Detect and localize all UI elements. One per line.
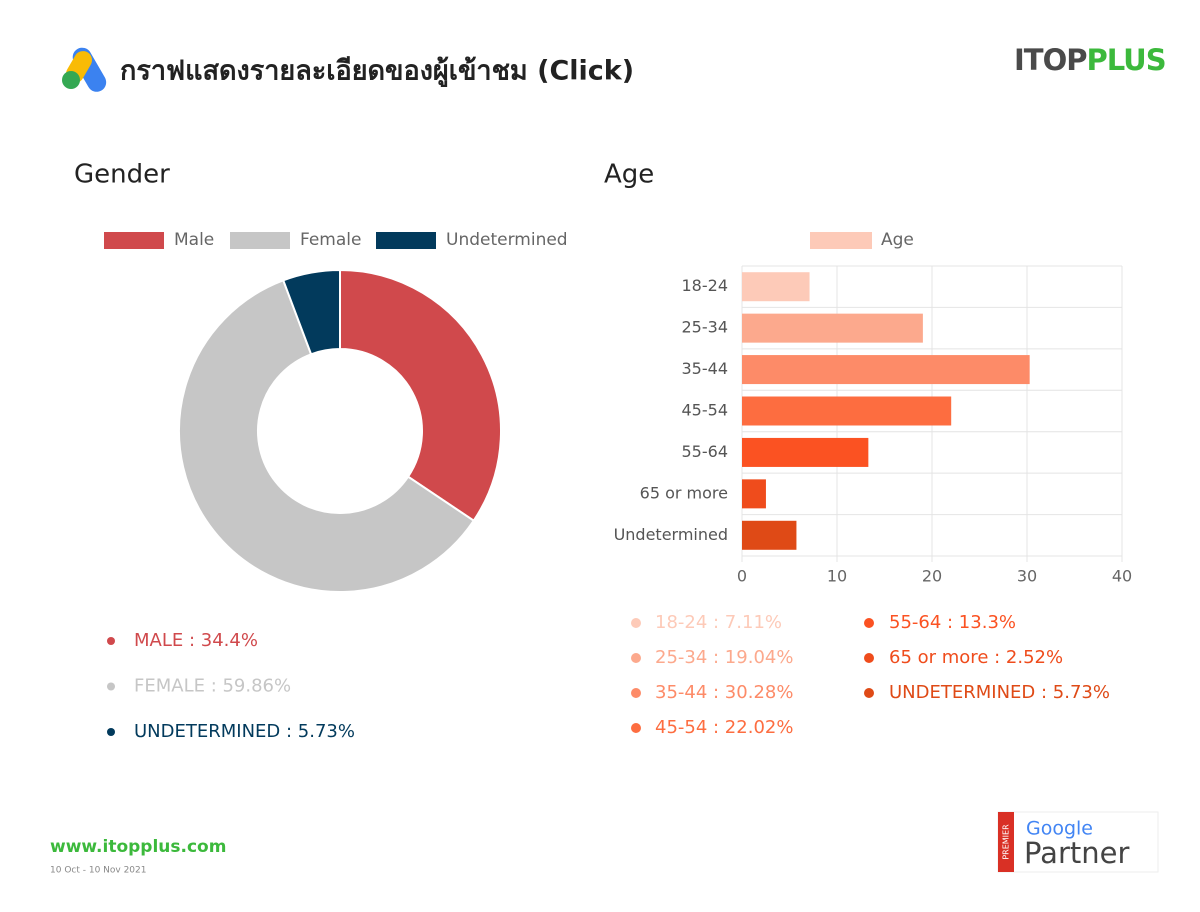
x-tick-label: 0: [737, 567, 747, 586]
y-tick-label: 18-24: [682, 276, 729, 295]
x-tick-label: 20: [922, 567, 942, 586]
donut-slice: [339, 268, 502, 523]
summary-label: UNDETERMINED : 5.73%: [134, 721, 355, 742]
partner-badge: PREMIER Google Partner: [997, 811, 1159, 873]
bar: [742, 396, 952, 426]
bar: [742, 437, 869, 467]
y-tick-label: Undetermined: [614, 525, 728, 544]
y-tick-label: 55-64: [682, 442, 729, 461]
summary-label: 45-54 : 22.02%: [655, 717, 793, 738]
legend-swatch: [230, 232, 290, 249]
summary-label: FEMALE : 59.86%: [134, 676, 291, 697]
summary-dot: [107, 637, 115, 645]
badge-program: Partner: [1024, 836, 1129, 870]
x-tick-label: 30: [1017, 567, 1037, 586]
badge-strip: [998, 812, 1014, 872]
summary-label: 65 or more : 2.52%: [889, 647, 1063, 668]
legend-label: Male: [174, 230, 214, 250]
bar: [742, 355, 1030, 385]
y-tick-label: 25-34: [682, 318, 729, 337]
website: www.itopplus.com: [50, 837, 226, 857]
bar: [742, 479, 766, 509]
summary-dot: [864, 688, 874, 698]
legend-label: Undetermined: [446, 230, 568, 250]
brand: ITOPPLUS: [1014, 43, 1166, 77]
badge-tier: PREMIER: [1002, 824, 1011, 860]
summary-label: 35-44 : 30.28%: [655, 682, 793, 703]
ads-logo: [62, 47, 107, 92]
summary-label: 55-64 : 13.3%: [889, 612, 1016, 633]
page-title: กราฟแสดงรายละเอียดของผู้เข้าชม (Click): [120, 56, 634, 88]
x-tick-label: 10: [827, 567, 847, 586]
summary-label: UNDETERMINED : 5.73%: [889, 682, 1110, 703]
bar: [742, 272, 810, 302]
y-tick-label: 35-44: [682, 359, 729, 378]
legend-swatch: [810, 232, 872, 249]
legend-swatch: [376, 232, 436, 249]
legend-label: Female: [300, 230, 361, 250]
donut-slice: [178, 279, 476, 593]
brand-part: ITOP: [1014, 43, 1087, 77]
legend-swatch: [104, 232, 164, 249]
x-tick-label: 40: [1112, 567, 1132, 586]
summary-dot: [631, 723, 641, 733]
summary-dot: [107, 682, 115, 691]
donut-slice: [281, 268, 341, 356]
logo-green: [62, 71, 80, 89]
bar: [742, 520, 797, 550]
y-tick-label: 45-54: [682, 401, 729, 420]
summary-label: 25-34 : 19.04%: [655, 647, 793, 668]
summary-dot: [864, 653, 874, 663]
chart-title: Age: [604, 160, 654, 190]
summary-dot: [631, 618, 641, 628]
summary-dot: [864, 618, 874, 628]
summary-label: 18-24 : 7.11%: [655, 612, 782, 633]
summary-dot: [107, 728, 115, 736]
badge-brand: Google: [1026, 818, 1093, 840]
summary-dot: [631, 688, 641, 698]
chart-title: Gender: [74, 160, 170, 190]
brand-part: PLUS: [1086, 43, 1165, 77]
bar: [742, 313, 923, 343]
summary-label: MALE : 34.4%: [134, 630, 258, 651]
date-range: 10 Oct - 10 Nov 2021: [50, 866, 147, 876]
badge-box: [997, 811, 1159, 873]
summary-dot: [631, 653, 641, 663]
y-tick-label: 65 or more: [640, 483, 728, 502]
legend-label: Age: [881, 230, 914, 250]
